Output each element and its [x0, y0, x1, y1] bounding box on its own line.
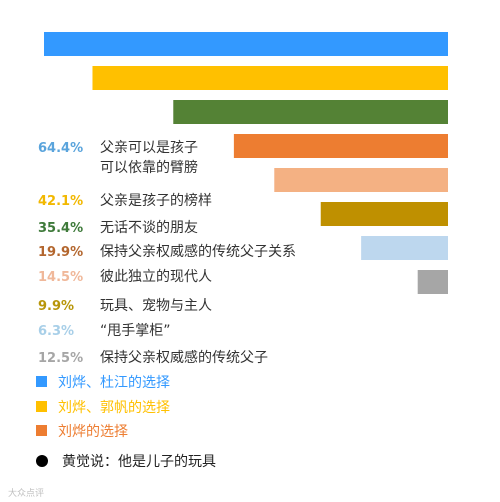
- value-label-5: 9.9%: [38, 299, 74, 314]
- bar-3: [233, 134, 448, 158]
- category-label-3-line-1: 可以依靠的臂膀: [100, 159, 198, 176]
- category-label-9: “甩手掌柜”: [100, 323, 171, 339]
- watermark: 大众点评: [8, 487, 44, 499]
- category-label-8: 玩具、宠物与主人: [100, 298, 212, 314]
- category-label-10: 保持父亲权威感的传统父子: [100, 349, 268, 366]
- bar-6: [361, 236, 448, 260]
- category-label-5: 无话不谈的朋友: [100, 220, 198, 236]
- legend-label-2: 刘烨的选择: [58, 424, 128, 440]
- legend-marker-1: [36, 401, 47, 412]
- category-label-3-line-0: 父亲可以是孩子: [100, 140, 198, 156]
- bar-0: [44, 32, 448, 56]
- legend-marker-0: [36, 376, 47, 387]
- value-label-3: 19.9%: [38, 245, 83, 260]
- labels-group: 父亲可以是孩子可以依靠的臂膀父亲是孩子的榜样无话不谈的朋友保持父亲权威感的传统父…: [38, 140, 296, 366]
- legend-label-0: 刘烨、杜江的选择: [58, 375, 170, 391]
- value-label-6: 6.3%: [38, 324, 74, 339]
- legend-label-1: 刘烨、郭帆的选择: [58, 399, 170, 416]
- bar-2: [173, 100, 448, 124]
- category-label-7: 彼此独立的现代人: [100, 269, 212, 285]
- legend-marker-3: [36, 455, 48, 467]
- bar-1: [92, 66, 448, 90]
- bar-5: [320, 202, 448, 226]
- legend-marker-2: [36, 425, 47, 436]
- bars-group: [44, 32, 448, 294]
- legend-label-3: 黄觉说：他是儿子的玩具: [62, 453, 216, 470]
- category-label-6: 保持父亲权威感的传统父子关系: [100, 243, 296, 260]
- value-label-4: 14.5%: [38, 270, 83, 285]
- value-label-1: 42.1%: [38, 194, 83, 209]
- bar-4: [274, 168, 448, 192]
- value-label-0: 64.4%: [38, 141, 83, 156]
- bar-7: [417, 270, 448, 294]
- value-label-7: 12.5%: [38, 351, 83, 366]
- category-label-4: 父亲是孩子的榜样: [100, 192, 212, 209]
- value-label-2: 35.4%: [38, 221, 83, 236]
